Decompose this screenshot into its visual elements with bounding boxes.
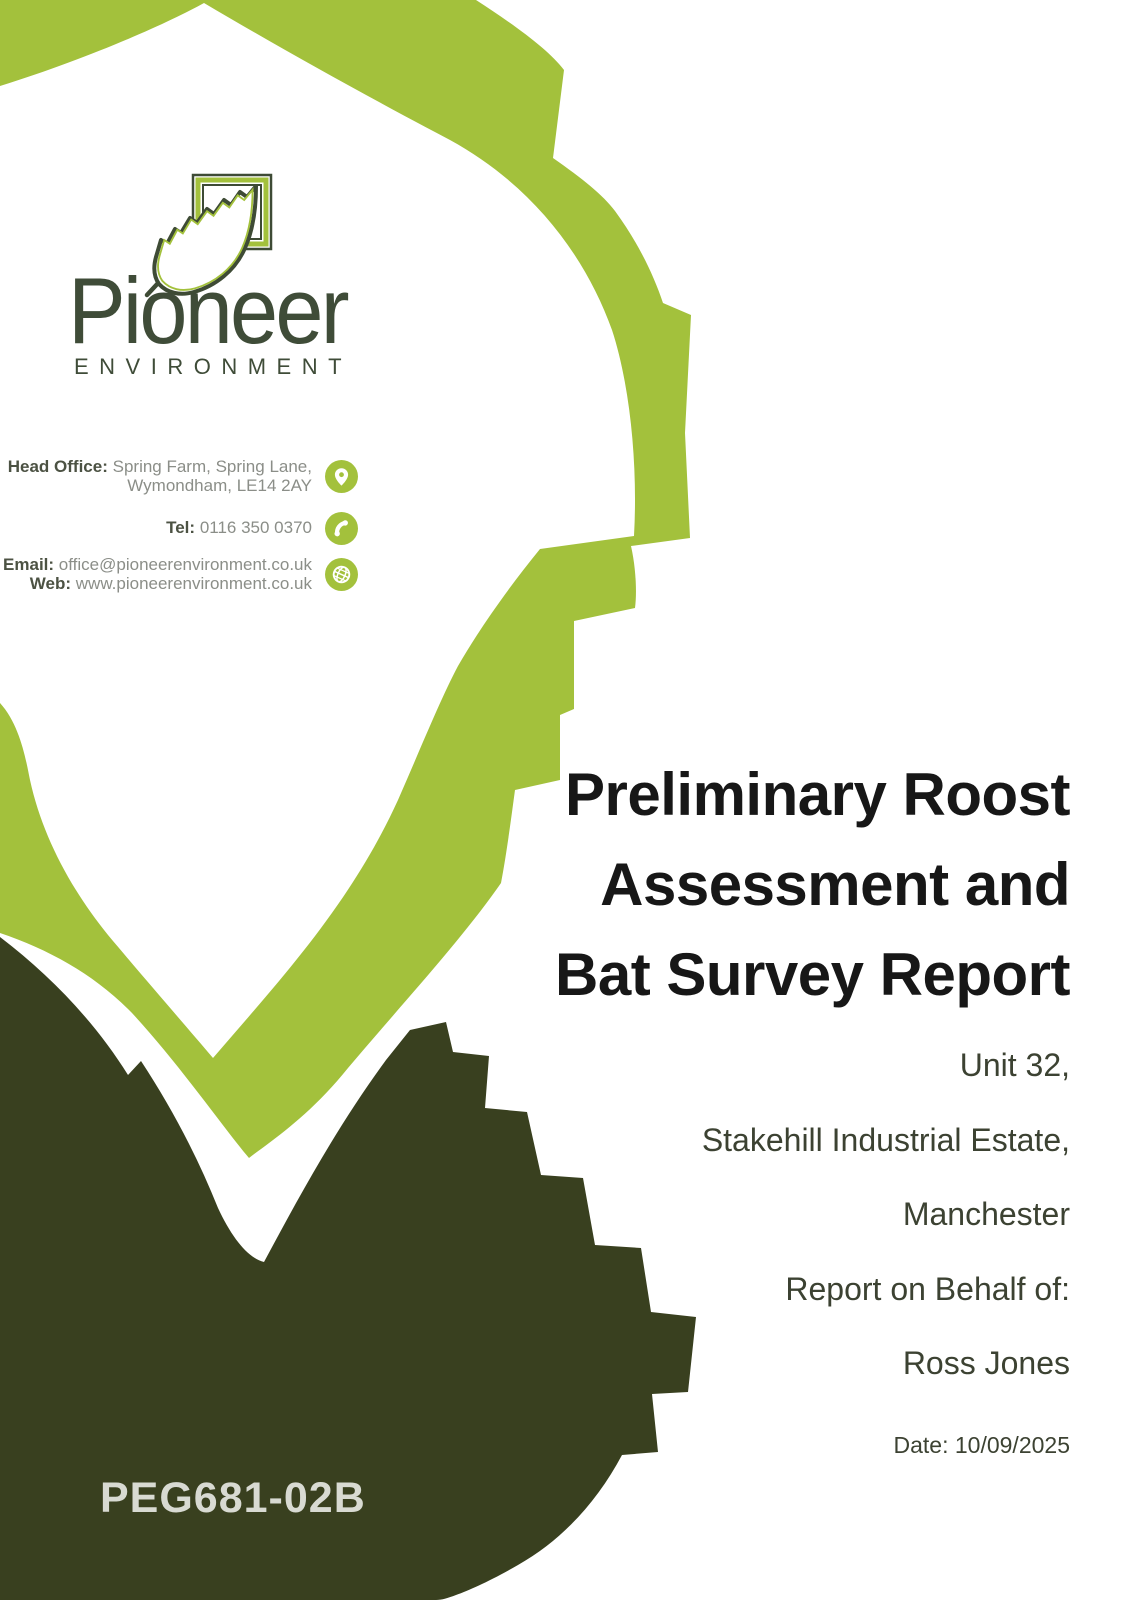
site-address-line1: Unit 32, <box>959 1047 1070 1083</box>
globe-icon <box>325 558 358 591</box>
email-web-text: Email: office@pioneerenvironment.co.uk W… <box>3 555 312 593</box>
tel-label: Tel: <box>166 518 196 538</box>
web-label: Web: <box>29 573 72 593</box>
brand-tagline: ENVIRONMENT <box>74 354 353 379</box>
head-office-line2: Wymondham, LE14 2AY <box>127 475 312 495</box>
tel-value: 0116 350 0370 <box>199 518 312 538</box>
brand-name: Pioneer <box>68 258 350 363</box>
client-name: Ross Jones <box>902 1345 1070 1381</box>
report-title-line2: Assessment and <box>600 851 1070 918</box>
email-value: office@pioneerenvironment.co.uk <box>58 555 312 574</box>
dark-leaf-shape <box>0 937 696 1600</box>
tel-text: Tel: 0116 350 0370 <box>166 519 312 538</box>
report-title-line1: Preliminary Roost <box>565 761 1071 828</box>
report-title: Preliminary Roost Assessment and Bat Sur… <box>450 750 1070 1020</box>
project-reference: PEG681-02B <box>100 1474 366 1522</box>
report-date: Date: 10/09/2025 <box>893 1431 1070 1458</box>
tel-row: Tel: 0116 350 0370 <box>166 512 358 545</box>
site-address-line2: Stakehill Industrial Estate, <box>701 1121 1070 1158</box>
report-details: Unit 32, Stakehill Industrial Estate, Ma… <box>450 1028 1070 1465</box>
head-office-row: Head Office: Spring Farm, Spring Lane, W… <box>7 457 358 495</box>
head-office-label: Head Office: <box>7 457 108 476</box>
site-address-line3: Manchester <box>902 1196 1070 1232</box>
head-office-line1: Spring Farm, Spring Lane, <box>112 457 312 476</box>
web-value: www.pioneerenvironment.co.uk <box>75 573 312 593</box>
phone-icon <box>325 512 358 545</box>
location-pin-icon <box>325 460 358 493</box>
report-title-line3: Bat Survey Report <box>555 941 1070 1008</box>
email-web-row: Email: office@pioneerenvironment.co.uk W… <box>3 555 358 593</box>
head-office-text: Head Office: Spring Farm, Spring Lane, W… <box>7 457 312 495</box>
pioneer-leaf-logo-icon <box>144 173 273 298</box>
behalf-label: Report on Behalf of: <box>785 1270 1070 1307</box>
email-label: Email: <box>3 555 55 574</box>
